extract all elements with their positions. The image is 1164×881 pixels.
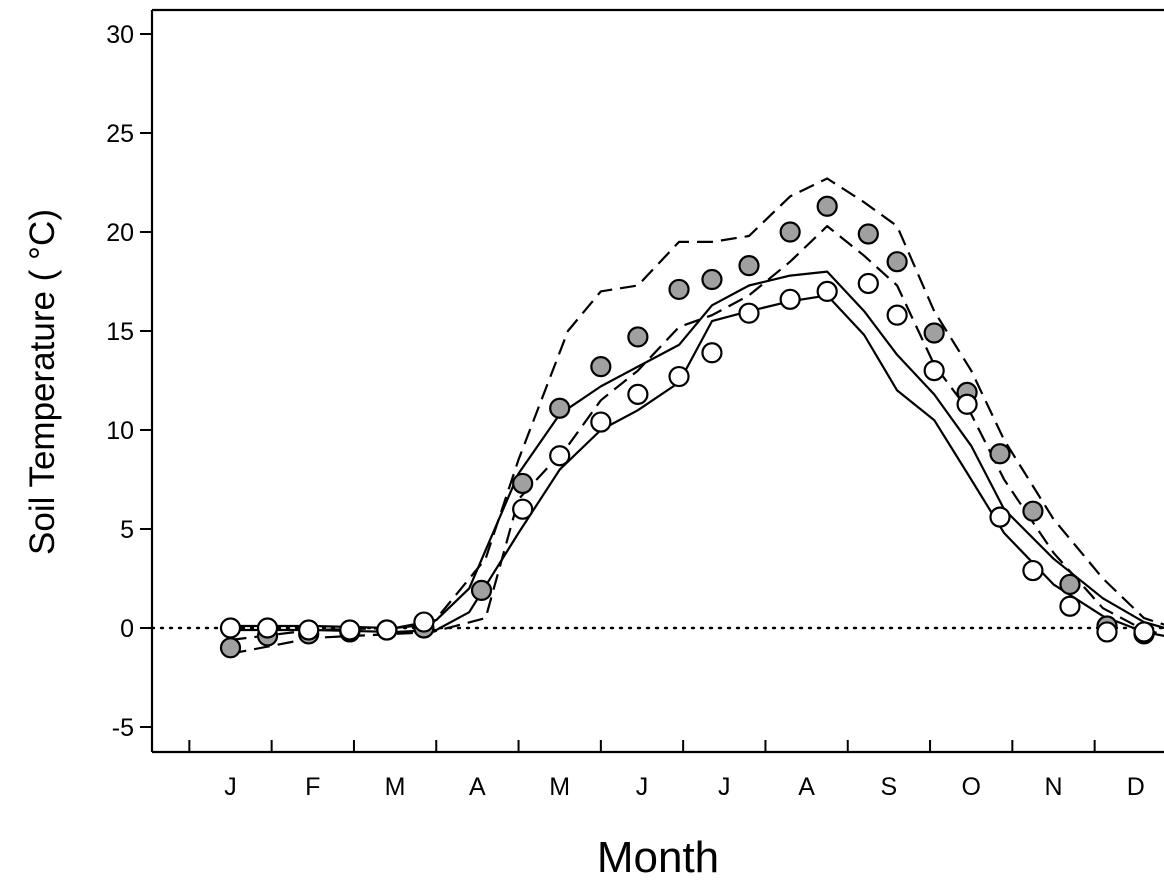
open-circle-point bbox=[779, 288, 801, 310]
filled-circle-point bbox=[886, 251, 908, 273]
open-circle-point bbox=[1096, 621, 1118, 643]
filled-circle-point bbox=[923, 322, 945, 344]
filled-circle-point bbox=[219, 637, 242, 659]
open-circle-point bbox=[1133, 621, 1155, 643]
filled-circle-point bbox=[512, 472, 534, 495]
open-circle-point bbox=[989, 506, 1011, 528]
open-circle-point bbox=[923, 360, 945, 382]
labels-layer: -5 0 5 10 15 20 25 30 J F M A M J J A S O N D bbox=[106, 21, 1145, 801]
filled-circle-point bbox=[627, 326, 649, 348]
open-circle-point bbox=[413, 611, 435, 633]
open-circle-point bbox=[549, 445, 571, 467]
x-tick-label: A bbox=[798, 773, 815, 801]
x-tick-label: O bbox=[961, 773, 980, 801]
filled-circle-point bbox=[857, 223, 879, 245]
open-circle-point bbox=[376, 619, 398, 641]
axes-layer bbox=[140, 8, 1164, 754]
filled-circle-point bbox=[549, 397, 571, 419]
open-circle-point bbox=[512, 498, 534, 520]
x-axis-title: Month bbox=[597, 833, 719, 881]
x-tick-label: J bbox=[636, 773, 649, 801]
open-circle-point bbox=[886, 304, 908, 326]
y-tick-label: 0 bbox=[120, 615, 134, 643]
x-tick-label: J bbox=[224, 773, 237, 801]
open-circle-point bbox=[298, 619, 320, 641]
y-tick-label: 10 bbox=[106, 417, 134, 445]
y-axis-title: Soil Temperature ( °C) bbox=[23, 209, 62, 555]
open-circle-point bbox=[1059, 595, 1081, 617]
filled-circle-point bbox=[816, 195, 838, 217]
x-tick-label: F bbox=[305, 773, 320, 801]
open-circle-point bbox=[668, 365, 690, 388]
x-tick-label: N bbox=[1044, 773, 1062, 801]
x-tick-label: M bbox=[385, 773, 406, 801]
open-circle-point bbox=[627, 383, 649, 405]
filled-circle-point bbox=[779, 221, 801, 243]
points-layer bbox=[219, 195, 1155, 659]
band-solid-lower-line bbox=[230, 294, 1164, 637]
open-circle-point bbox=[219, 617, 242, 639]
filled-circle-point bbox=[590, 356, 612, 378]
open-circle-point bbox=[1022, 559, 1044, 582]
y-tick-label: 30 bbox=[106, 21, 134, 49]
filled-circle-point bbox=[668, 278, 690, 301]
open-circle-point bbox=[701, 342, 723, 364]
y-tick-label: 20 bbox=[106, 219, 134, 247]
band-solid-upper-line bbox=[230, 270, 1164, 630]
y-tick-label: -5 bbox=[112, 714, 134, 742]
open-circle-point bbox=[339, 619, 361, 641]
x-tick-label: S bbox=[881, 773, 898, 801]
filled-circle-point bbox=[1022, 500, 1044, 522]
x-tick-label: J bbox=[718, 773, 731, 801]
filled-circle-point bbox=[470, 579, 493, 601]
bands-layer bbox=[150, 177, 1164, 655]
x-tick-label: D bbox=[1127, 773, 1145, 801]
x-tick-label: M bbox=[549, 773, 570, 801]
y-tick-label: 15 bbox=[106, 318, 134, 346]
filled-circle-point bbox=[701, 268, 723, 291]
open-circle-point bbox=[816, 280, 838, 302]
filled-circle-point bbox=[989, 443, 1011, 465]
band-dashed-lower-line bbox=[230, 225, 1164, 655]
filled-circle-point bbox=[738, 255, 760, 277]
open-circle-point bbox=[956, 393, 978, 415]
band-dashed-upper-line bbox=[230, 177, 1164, 641]
y-tick-label: 5 bbox=[120, 516, 134, 544]
y-tick-label: 25 bbox=[106, 120, 134, 148]
open-circle-point bbox=[256, 617, 279, 639]
open-circle-point bbox=[857, 272, 879, 295]
open-circle-point bbox=[590, 411, 612, 433]
open-circle-point bbox=[738, 302, 760, 324]
filled-circle-point bbox=[1059, 573, 1081, 596]
x-tick-label: A bbox=[469, 773, 486, 801]
